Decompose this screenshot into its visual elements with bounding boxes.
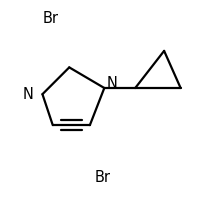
Text: N: N <box>106 76 117 91</box>
Text: Br: Br <box>43 11 59 26</box>
Text: N: N <box>23 87 33 102</box>
Text: Br: Br <box>94 171 110 186</box>
